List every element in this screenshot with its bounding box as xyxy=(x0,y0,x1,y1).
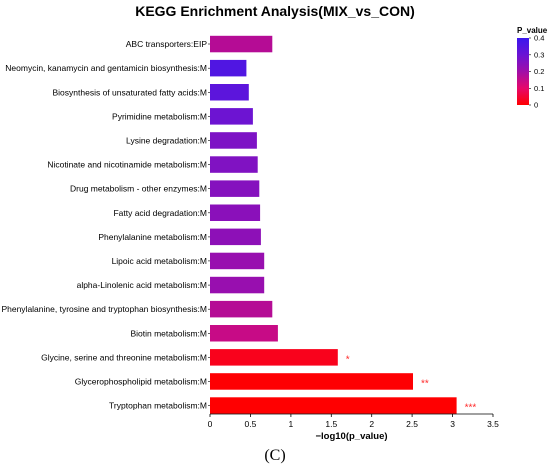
category-label-4: Lysine degradation:M xyxy=(126,136,207,146)
significance-marker-14: ** xyxy=(421,379,429,390)
legend-title: P_value xyxy=(517,26,548,35)
bar-10 xyxy=(210,276,265,294)
category-label-3: Pyrimidine metabolism:M xyxy=(112,111,207,121)
bar-2 xyxy=(210,84,249,101)
significance-marker-15: *** xyxy=(465,403,477,414)
bar-15 xyxy=(210,397,457,414)
bar-9 xyxy=(210,252,265,270)
bar-7 xyxy=(210,204,261,221)
category-label-14: Glycerophospholipid metabolism:M xyxy=(75,377,207,387)
category-label-6: Drug metabolism - other enzymes:M xyxy=(70,184,207,194)
category-label-5: Nicotinate and nicotinamide metabolism:M xyxy=(47,160,207,170)
category-label-12: Biotin metabolism:M xyxy=(130,328,207,338)
category-label-2: Biosynthesis of unsaturated fatty acids:… xyxy=(53,87,208,97)
category-label-8: Phenylalanine metabolism:M xyxy=(98,232,207,242)
legend-tick-label-0: 0.4 xyxy=(534,34,544,43)
bar-8 xyxy=(210,228,261,246)
category-label-0: ABC transporters:EIP xyxy=(126,39,208,49)
bar-14 xyxy=(210,373,413,390)
x-tick-label-0: 0 xyxy=(208,419,213,429)
x-tick-label-6: 3 xyxy=(450,419,455,429)
category-label-1: Neomycin, kanamycin and gentamicin biosy… xyxy=(5,63,207,73)
category-label-15: Tryptophan metabolism:M xyxy=(109,401,207,411)
bar-1 xyxy=(210,59,247,77)
x-tick-label-4: 2 xyxy=(369,419,374,429)
legend-tick-label-2: 0.2 xyxy=(534,67,544,76)
x-tick-label-7: 3.5 xyxy=(487,419,499,429)
legend-tick-label-1: 0.3 xyxy=(534,50,544,59)
category-label-7: Fatty acid degradation:M xyxy=(113,208,207,218)
category-label-10: alpha-Linolenic acid metabolism:M xyxy=(77,280,207,290)
x-axis-label: −log10(p_value) xyxy=(315,431,387,442)
figure-caption: (C) xyxy=(264,447,286,464)
bar-0 xyxy=(210,35,273,53)
category-label-9: Lipoic acid metabolism:M xyxy=(112,256,207,266)
bar-13 xyxy=(210,349,338,366)
bar-4 xyxy=(210,132,257,149)
x-tick-label-3: 1.5 xyxy=(325,419,337,429)
chart-title: KEGG Enrichment Analysis(MIX_vs_CON) xyxy=(135,3,415,19)
bar-3 xyxy=(210,108,253,125)
x-tick-label-2: 1 xyxy=(289,419,294,429)
category-label-13: Glycine, serine and threonine metabolism… xyxy=(41,352,207,362)
x-tick-label-1: 0.5 xyxy=(244,419,256,429)
legend-tick-label-3: 0.1 xyxy=(534,84,544,93)
kegg-bar-chart: KEGG Enrichment Analysis(MIX_vs_CON) ABC… xyxy=(1,3,548,442)
category-label-11: Phenylalanine, tyrosine and tryptophan b… xyxy=(1,304,207,314)
x-tick-label-5: 2.5 xyxy=(406,419,418,429)
bar-6 xyxy=(210,180,260,197)
significance-marker-13: * xyxy=(346,354,350,365)
legend-colorbar xyxy=(517,38,529,105)
legend-tick-label-4: 0 xyxy=(534,101,538,110)
bar-12 xyxy=(210,325,278,342)
bar-11 xyxy=(210,300,273,318)
bar-5 xyxy=(210,156,258,173)
